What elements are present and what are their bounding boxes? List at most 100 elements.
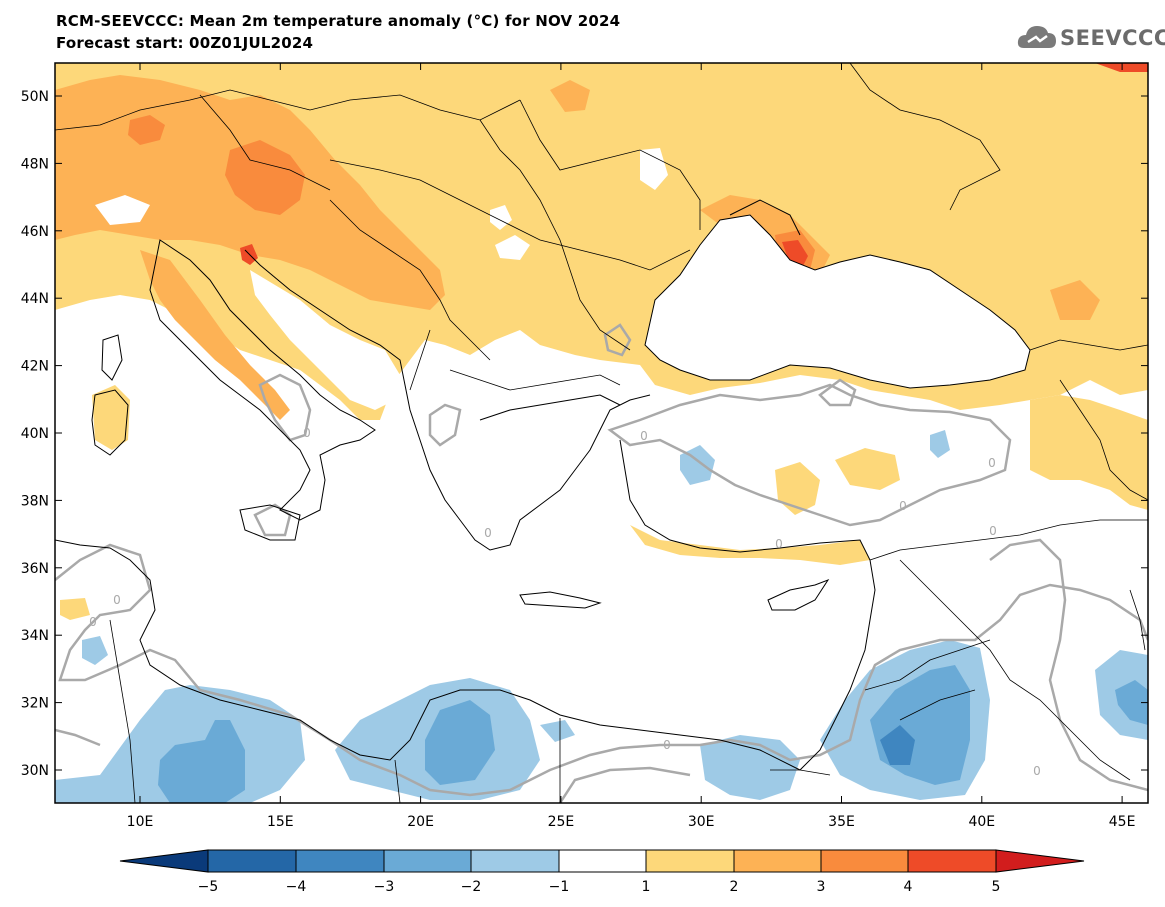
coast-adriatic-east: [244, 249, 651, 551]
coastlines: [55, 199, 1031, 771]
warm2-east-spot: [1050, 280, 1100, 320]
cool3-jordan: [880, 725, 915, 765]
colorbar-label: −4: [286, 879, 307, 895]
warm3-italy-north: [128, 115, 165, 145]
colorbar-label: 4: [904, 879, 913, 895]
warm-south-anatolia-coast: [630, 525, 870, 565]
colorbar-label: 1: [642, 879, 651, 895]
colorbar-label: 5: [992, 879, 1001, 895]
coast-sicily: [239, 504, 301, 541]
contour-labels: 0 0 0 0 0 0 0 0 0 0 0: [89, 426, 1041, 778]
colorbar-segment: [295, 849, 385, 873]
contour-label: 0: [899, 499, 907, 513]
lat-label: 38N: [21, 493, 49, 509]
longitude-axis: 10E 15E 20E 25E 30E 35E 40E 45E: [127, 63, 1136, 830]
contour-label: 0: [989, 524, 997, 538]
warm-sardinia: [92, 385, 130, 450]
lat-label: 40N: [21, 426, 49, 442]
zero-contour-africa: [55, 543, 1148, 797]
lon-label: 20E: [407, 814, 434, 830]
lat-label: 42N: [21, 359, 49, 375]
colorbar-label: 3: [817, 879, 826, 895]
lon-label: 15E: [267, 814, 294, 830]
zero-contour-anatolia: [607, 383, 1012, 527]
latitude-axis: 50N 48N 46N 44N 42N 40N 38N 36N 34N 32N 30N: [21, 89, 1148, 779]
cool1-libya-coast: [540, 720, 575, 742]
zero-contour-arabia: [989, 538, 1148, 792]
white-hole-1: [490, 205, 512, 230]
coast-black-sea: [644, 214, 1031, 389]
coast-aegean-north: [479, 394, 621, 421]
logo-text: SEEVCCC: [1060, 26, 1165, 50]
lon-label: 45E: [1109, 814, 1136, 830]
lon-label: 30E: [688, 814, 715, 830]
contour-label: 0: [89, 615, 97, 629]
warm4-ne-corner: [1095, 63, 1148, 72]
lon-label: 40E: [968, 814, 995, 830]
lat-label: 34N: [21, 628, 49, 644]
lon-label: 25E: [548, 814, 575, 830]
lat-label: 30N: [21, 763, 49, 779]
cool2-libya-east: [425, 700, 495, 785]
lat-label: 32N: [21, 696, 49, 712]
warm2-ukraine-spot: [550, 80, 590, 112]
zero-contour-sicily: [253, 503, 292, 537]
colorbar-label: −3: [374, 879, 395, 895]
coast-north-africa: [55, 539, 801, 771]
colorbar-segment: [383, 849, 472, 873]
zero-contour-italy: [258, 373, 312, 442]
colorbar-segment: [820, 849, 909, 873]
lon-label: 10E: [127, 814, 154, 830]
colorbar-segment: [558, 849, 647, 873]
white-hole-3: [640, 148, 668, 190]
cool2-iran: [1115, 680, 1148, 725]
colorbar-segment: [470, 849, 560, 873]
warm-caucasus-east: [1030, 395, 1148, 510]
colorbar-label: −1: [549, 879, 570, 895]
colorbar-segment: [995, 849, 1085, 873]
lat-label: 46N: [21, 224, 49, 240]
white-hole-4: [95, 195, 150, 225]
colorbar-segment: [207, 849, 297, 873]
coast-anatolia-south: [619, 439, 876, 771]
white-hole-2: [495, 235, 530, 260]
cool1-tunisia: [82, 636, 108, 665]
contour-label: 0: [303, 426, 311, 440]
colorbar-label: 2: [730, 879, 739, 895]
zero-contour-sw: [55, 728, 101, 747]
contour-label: 0: [640, 429, 648, 443]
coast-cyprus: [767, 578, 830, 611]
zero-contours: [55, 323, 1148, 803]
warm-tunisia-coast: [60, 598, 90, 620]
zero-contour-anatolia-inner: [818, 378, 857, 407]
warm3-alps: [225, 140, 305, 215]
coast-azov: [729, 199, 801, 236]
colorbar-label: −2: [461, 879, 482, 895]
map-title: RCM-SEEVCCC: Mean 2m temperature anomaly…: [56, 12, 621, 30]
contour-label: 0: [775, 537, 783, 551]
contour-label: 0: [663, 738, 671, 752]
cool2-libya-west: [158, 720, 245, 803]
colorbar-segment: [645, 849, 735, 873]
colorbar: −5 −4 −3 −2 −1 1 2 3 4 5: [119, 849, 1085, 895]
adriatic-sea: [250, 270, 400, 410]
warm2-italy-coast: [140, 250, 290, 420]
coast-italy: [149, 239, 376, 521]
lon-label: 35E: [828, 814, 855, 830]
coast-sardinia: [91, 389, 129, 456]
contour-label: 0: [1033, 764, 1041, 778]
colorbar-segment: [733, 849, 822, 873]
lat-label: 44N: [21, 291, 49, 307]
black-sea: [645, 215, 1030, 388]
coast-corsica: [101, 334, 123, 381]
cloud-logo-icon: [1017, 26, 1056, 48]
lat-label: 36N: [21, 561, 49, 577]
contour-label: 0: [484, 526, 492, 540]
anomaly-shading: [55, 63, 1148, 803]
contour-label: 0: [113, 593, 121, 607]
warm4-crimea: [782, 240, 808, 268]
warm-anatolia-patch2: [835, 448, 900, 490]
zero-contour-sahara: [558, 766, 691, 803]
colorbar-label: −5: [198, 879, 219, 895]
